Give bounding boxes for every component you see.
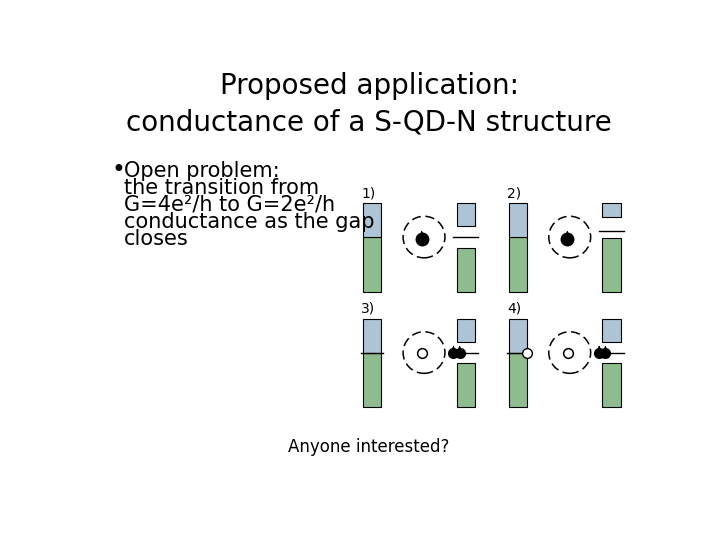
Bar bbox=[456, 363, 475, 408]
Bar bbox=[508, 319, 527, 353]
Bar bbox=[602, 319, 621, 342]
Text: closes: closes bbox=[124, 229, 189, 249]
Text: conductance as the gap: conductance as the gap bbox=[124, 212, 374, 232]
Text: 1): 1) bbox=[361, 186, 376, 200]
Text: Proposed application:
conductance of a S-QD-N structure: Proposed application: conductance of a S… bbox=[126, 72, 612, 136]
Bar bbox=[602, 239, 621, 292]
Text: Anyone interested?: Anyone interested? bbox=[288, 438, 450, 456]
Bar bbox=[456, 248, 475, 292]
Text: •: • bbox=[112, 158, 125, 182]
Text: G=4e²/h to G=2e²/h: G=4e²/h to G=2e²/h bbox=[124, 195, 336, 215]
Bar bbox=[508, 353, 527, 408]
Bar bbox=[363, 204, 382, 237]
Bar bbox=[456, 319, 475, 342]
Text: 3): 3) bbox=[361, 302, 375, 316]
Bar bbox=[363, 237, 382, 292]
Text: 2): 2) bbox=[507, 186, 521, 200]
Bar bbox=[363, 319, 382, 353]
Bar bbox=[363, 353, 382, 408]
Text: Open problem:: Open problem: bbox=[124, 161, 280, 181]
Bar bbox=[508, 204, 527, 237]
Bar bbox=[456, 204, 475, 226]
Bar bbox=[602, 363, 621, 408]
Bar bbox=[508, 237, 527, 292]
Text: 4): 4) bbox=[507, 302, 521, 316]
Text: the transition from: the transition from bbox=[124, 178, 319, 198]
Bar bbox=[602, 204, 621, 217]
